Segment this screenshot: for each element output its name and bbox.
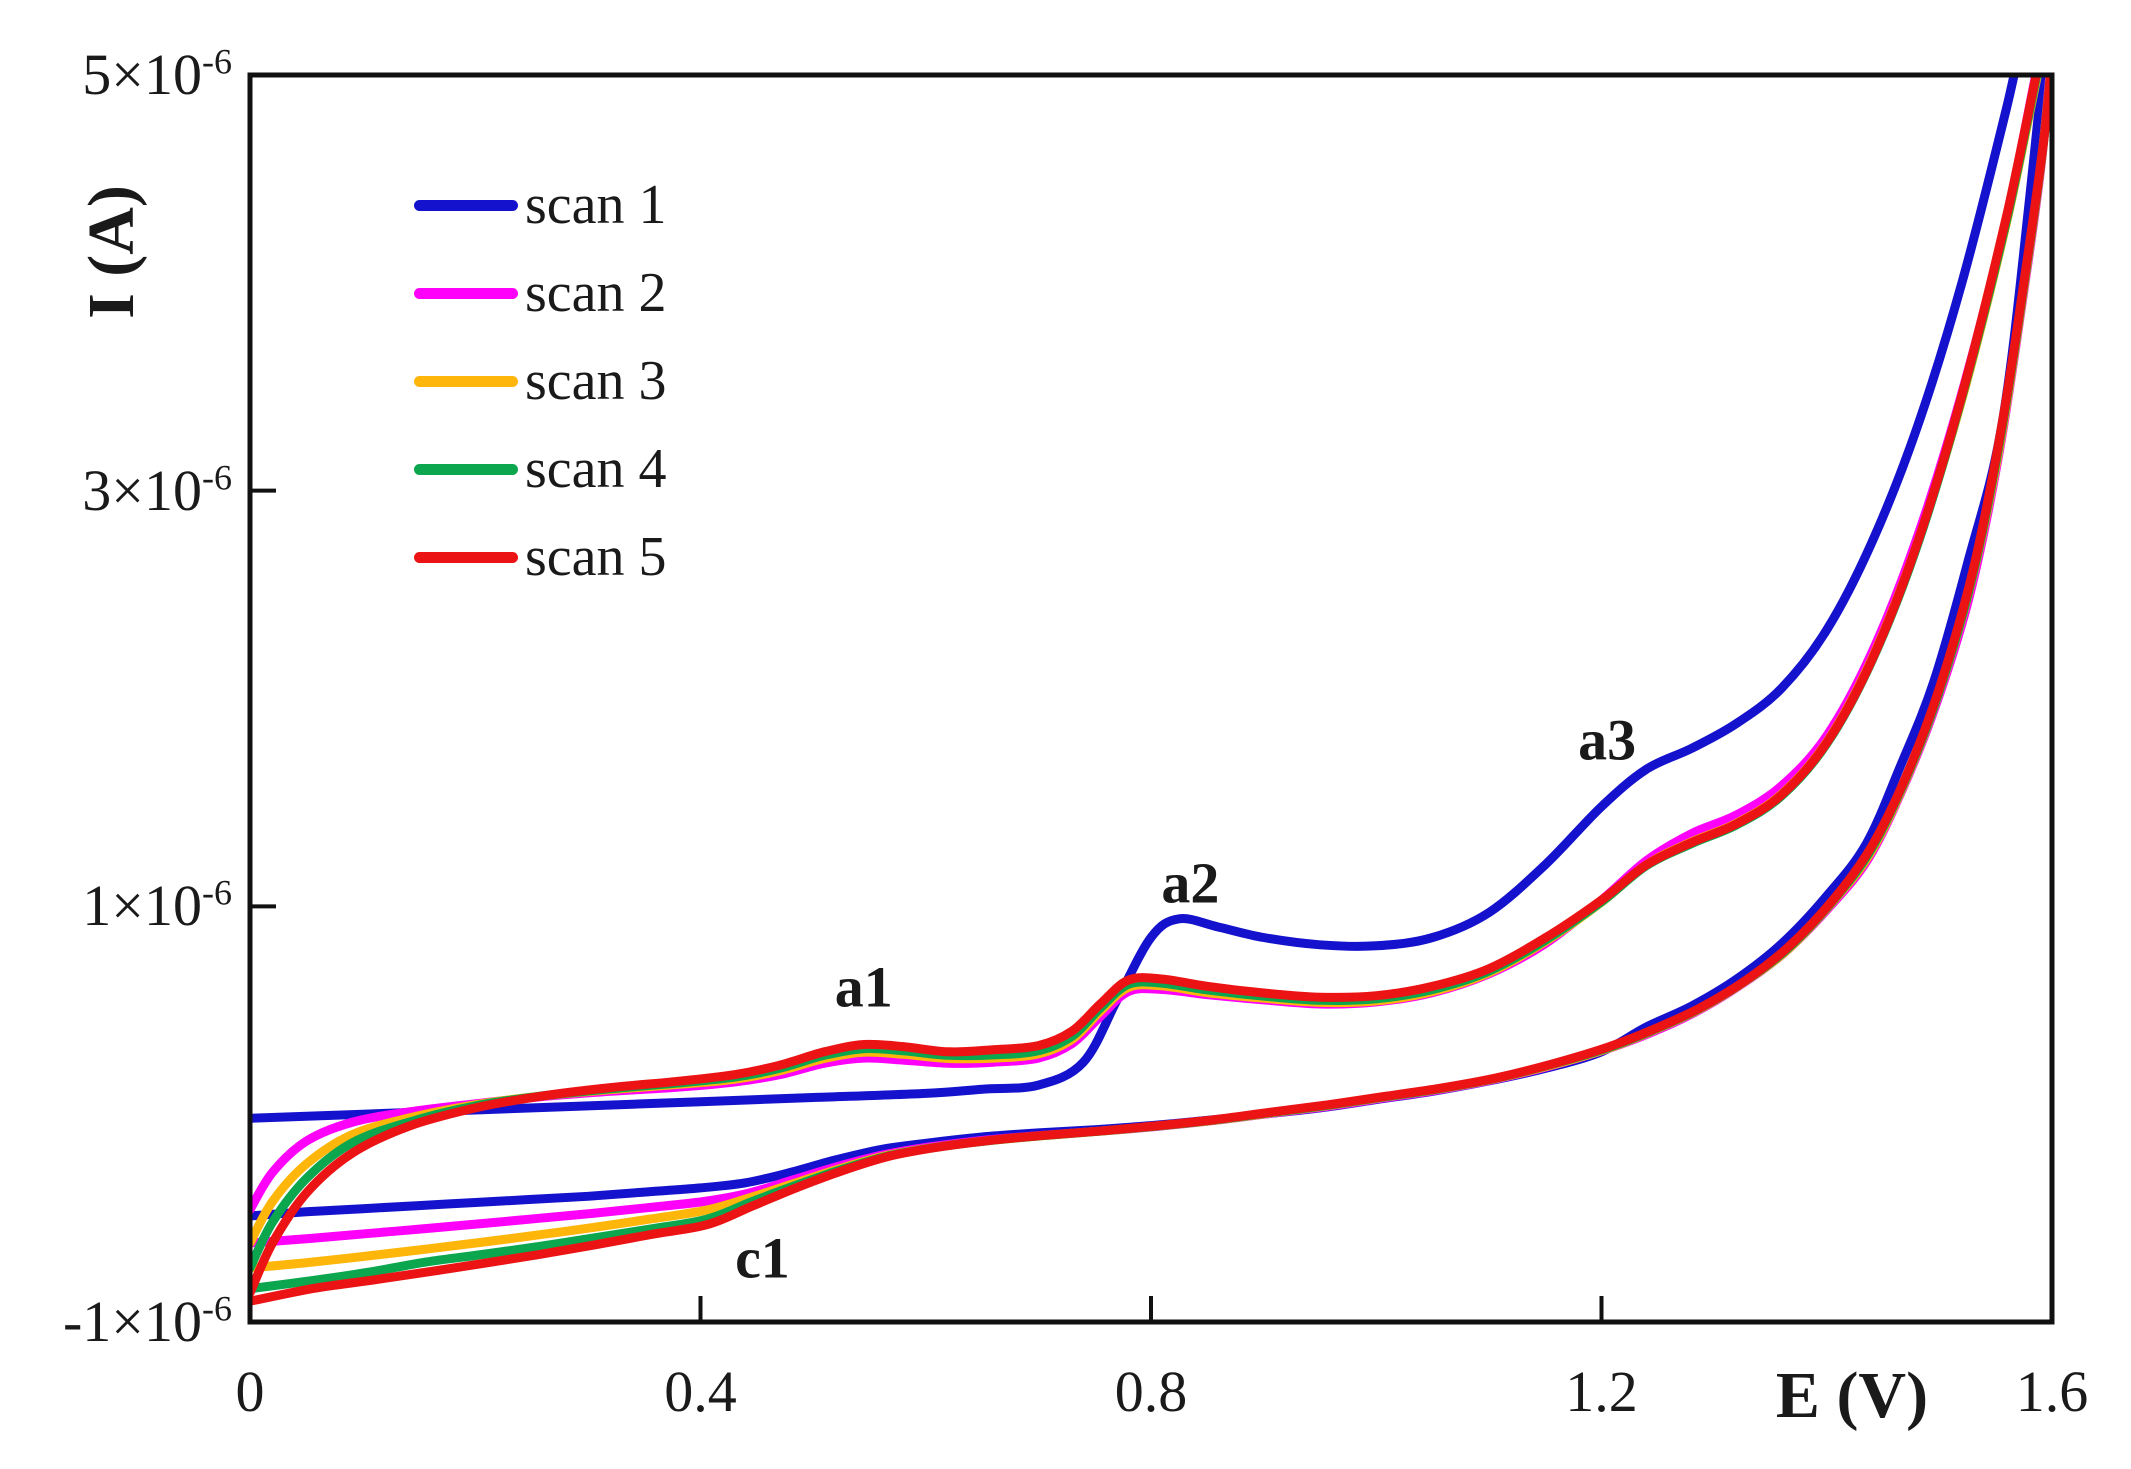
legend-item-scan-1: scan 1 [414,161,667,249]
legend: scan 1 scan 2 scan 3 scan 4 scan 5 [414,161,667,601]
peak-label-a1: a1 [834,954,893,1020]
legend-swatch-scan-4-line-icon [414,463,518,475]
legend-swatch-scan-3-line-icon [414,375,518,387]
x-tick-label-0.4: 0.4 [664,1359,737,1424]
y-tick-label-5e-6: 5×10-6 [82,41,232,107]
x-tick-label-0.8: 0.8 [1114,1359,1188,1424]
legend-label-scan-4: scan 4 [525,438,667,500]
legend-label-scan-2: scan 2 [525,262,667,324]
legend-swatch-scan-1-line-icon [414,199,518,211]
legend-item-scan-4: scan 4 [414,425,667,513]
y-tick-label-3e-6: 3×10-6 [82,457,232,523]
y-tick-label-neg1e-6: -1×10-6 [62,1288,232,1354]
legend-label-scan-5: scan 5 [525,526,667,588]
y-tick-label-1e-6: 1×10-6 [82,873,232,939]
legend-item-scan-5: scan 5 [414,513,667,601]
legend-swatch-scan-2-line-icon [414,287,518,299]
x-tick-label-1.6: 1.6 [2015,1359,2089,1424]
peak-label-a3: a3 [1578,707,1637,773]
x-tick-label-0: 0 [235,1359,265,1424]
y-axis-title: I (A) [75,185,148,319]
x-tick-label-1.2: 1.2 [1565,1359,1638,1424]
x-axis-title: E (V) [1775,1359,1929,1432]
legend-label-scan-3: scan 3 [525,350,667,412]
legend-label-scan-1: scan 1 [525,174,667,236]
peak-label-c1: c1 [735,1225,790,1291]
legend-swatch-scan-5-line-icon [414,551,518,563]
legend-item-scan-2: scan 2 [414,249,667,337]
peak-label-a2: a2 [1161,850,1220,916]
legend-item-scan-3: scan 3 [414,337,667,425]
